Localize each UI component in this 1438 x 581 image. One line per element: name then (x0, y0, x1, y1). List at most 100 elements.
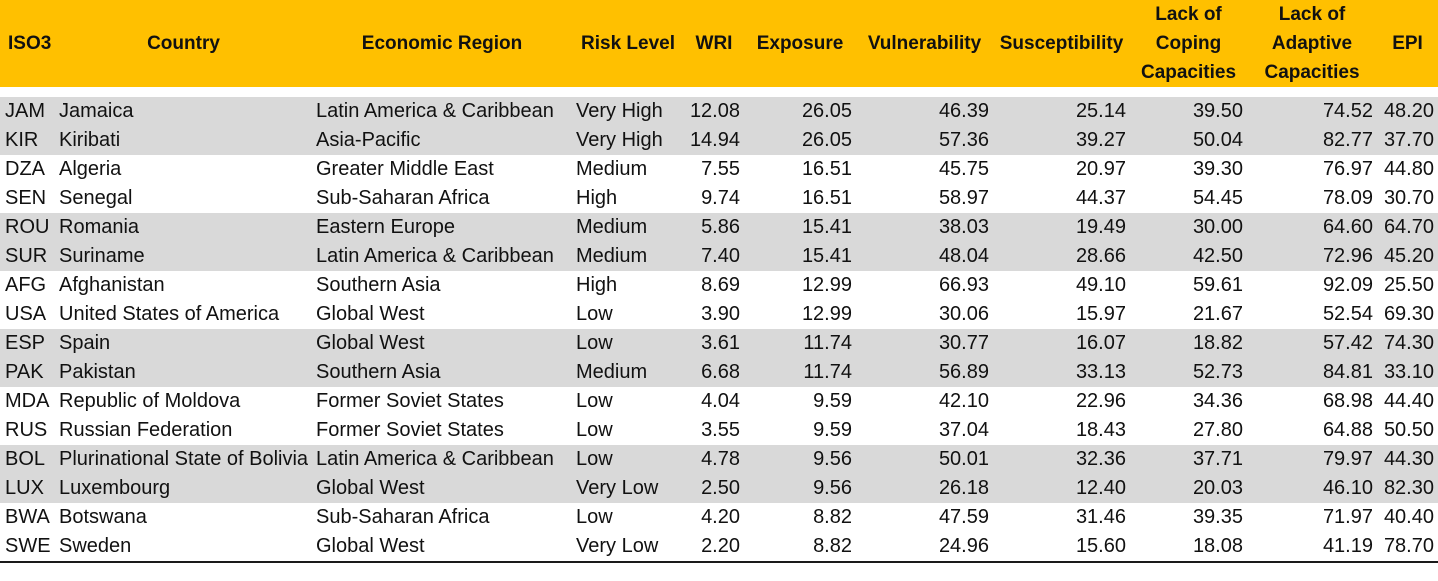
cell-economic-region: Greater Middle East (316, 158, 494, 180)
header-economic-region: Economic Region (312, 0, 572, 93)
cell-lack-of-adaptive: 57.42 (1247, 329, 1377, 358)
cell-wri: 3.61 (684, 329, 744, 358)
cell-vulnerability: 30.77 (856, 329, 993, 358)
cell-iso3: SWE (0, 532, 55, 563)
cell-susceptibility: 15.60 (993, 532, 1130, 563)
table-body: JAM Jamaica Latin America & Caribbean Very … (0, 87, 1438, 563)
table-row: SWE Sweden Global West Very Low 2.20 8.82 24.9… (0, 532, 1438, 563)
cell-vulnerability: 30.06 (938, 303, 989, 325)
header-wri: WRI (684, 0, 744, 93)
cell-exposure: 9.56 (744, 474, 856, 503)
cell-epi: 30.70 (1383, 187, 1434, 209)
table-row: MDA Republic of Moldova Former Soviet Stat… (0, 387, 1438, 416)
table-row: SUR Suriname Latin America & Caribbean Medi… (0, 242, 1438, 271)
cell-country: Afghanistan (59, 274, 165, 296)
header-vulnerability: Vulnerability (856, 0, 993, 93)
cell-susceptibility: 15.97 (1075, 303, 1126, 325)
cell-susceptibility: 33.13 (993, 358, 1130, 387)
cell-susceptibility: 12.40 (993, 474, 1130, 503)
cell-vulnerability: 37.04 (938, 419, 989, 441)
cell-wri: 9.74 (701, 187, 740, 209)
cell-epi: 50.50 (1383, 419, 1434, 441)
cell-economic-region: Global West (312, 474, 572, 503)
cell-epi: 44.40 (1383, 390, 1434, 412)
cell-vulnerability: 66.93 (938, 274, 989, 296)
cell-exposure: 11.74 (744, 329, 856, 358)
cell-vulnerability: 46.39 (856, 87, 993, 126)
cell-epi: 40.40 (1383, 506, 1434, 528)
cell-country: Plurinational State of Bolivia (55, 445, 312, 474)
cell-iso3: DZA (5, 158, 45, 180)
cell-lack-of-coping: 18.08 (1130, 532, 1247, 563)
header-adaptive-line-3: Capacities (1264, 62, 1360, 83)
cell-exposure: 15.41 (744, 213, 856, 242)
cell-iso3: RUS (5, 419, 48, 441)
cell-risk-level: Very High (572, 126, 684, 155)
cell-country: Spain (55, 329, 312, 358)
cell-exposure: 9.59 (813, 390, 852, 412)
cell-economic-region: Former Soviet States (316, 419, 504, 441)
cell-wri: 4.20 (701, 506, 740, 528)
cell-economic-region: Sub-Saharan Africa (316, 506, 490, 528)
cell-epi: 33.10 (1377, 358, 1438, 387)
cell-country: Republic of Moldova (59, 390, 241, 412)
cell-wri: 5.86 (684, 213, 744, 242)
cell-iso3: SUR (0, 242, 55, 271)
cell-epi: 37.70 (1377, 126, 1438, 155)
cell-country: Kiribati (55, 126, 312, 155)
cell-wri: 6.68 (684, 358, 744, 387)
cell-lack-of-adaptive: 84.81 (1247, 358, 1377, 387)
cell-risk-level: Low (572, 445, 684, 474)
cell-susceptibility: 44.37 (1075, 187, 1126, 209)
cell-lack-of-adaptive: 64.60 (1247, 213, 1377, 242)
cell-susceptibility: 49.10 (1075, 274, 1126, 296)
cell-risk-level: Medium (572, 213, 684, 242)
cell-wri: 12.08 (684, 87, 744, 126)
cell-exposure: 8.82 (813, 506, 852, 528)
cell-wri: 4.04 (701, 390, 740, 412)
cell-susceptibility: 31.46 (1075, 506, 1126, 528)
cell-wri: 2.20 (684, 532, 744, 563)
cell-exposure: 16.51 (801, 158, 852, 180)
cell-epi: 78.70 (1377, 532, 1438, 563)
cell-economic-region: Global West (316, 303, 425, 325)
cell-lack-of-coping: 50.04 (1130, 126, 1247, 155)
cell-lack-of-adaptive: 72.96 (1247, 242, 1377, 271)
cell-risk-level: Low (576, 303, 613, 325)
cell-susceptibility: 19.49 (993, 213, 1130, 242)
cell-economic-region: Asia-Pacific (312, 126, 572, 155)
cell-vulnerability: 42.10 (938, 390, 989, 412)
cell-iso3: KIR (0, 126, 55, 155)
cell-vulnerability: 56.89 (856, 358, 993, 387)
cell-lack-of-coping: 20.03 (1130, 474, 1247, 503)
table-row: SEN Senegal Sub-Saharan Africa High 9.74 16.5… (0, 184, 1438, 213)
cell-iso3: BWA (5, 506, 50, 528)
cell-economic-region: Eastern Europe (312, 213, 572, 242)
header-epi: EPI (1377, 0, 1438, 93)
cell-risk-level: Low (576, 390, 613, 412)
header-coping-line-1: Lack of (1155, 4, 1222, 25)
cell-country: Jamaica (55, 87, 312, 126)
cell-exposure: 12.99 (801, 274, 852, 296)
world-risk-table: ISO3 Country Economic Region Risk Level … (0, 0, 1438, 563)
cell-risk-level: Medium (572, 242, 684, 271)
table-row: BWA Botswana Sub-Saharan Africa Low 4.20 8.82… (0, 503, 1438, 532)
cell-lack-of-adaptive: 78.09 (1322, 187, 1373, 209)
cell-wri: 4.78 (684, 445, 744, 474)
table-row: BOL Plurinational State of Bolivia Latin A… (0, 445, 1438, 474)
cell-epi: 69.30 (1383, 303, 1434, 325)
cell-lack-of-adaptive: 74.52 (1247, 87, 1377, 126)
cell-wri: 7.40 (684, 242, 744, 271)
cell-iso3: ROU (0, 213, 55, 242)
cell-lack-of-adaptive: 71.97 (1322, 506, 1373, 528)
cell-lack-of-coping: 21.67 (1192, 303, 1243, 325)
cell-risk-level: High (576, 187, 618, 209)
cell-iso3: USA (5, 303, 47, 325)
cell-exposure: 26.05 (744, 126, 856, 155)
cell-exposure: 9.56 (744, 445, 856, 474)
cell-wri: 2.50 (684, 474, 744, 503)
cell-economic-region: Former Soviet States (316, 390, 504, 412)
cell-epi: 44.30 (1377, 445, 1438, 474)
cell-lack-of-adaptive: 92.09 (1322, 274, 1373, 296)
header-row: ISO3 Country Economic Region Risk Level … (0, 0, 1438, 93)
